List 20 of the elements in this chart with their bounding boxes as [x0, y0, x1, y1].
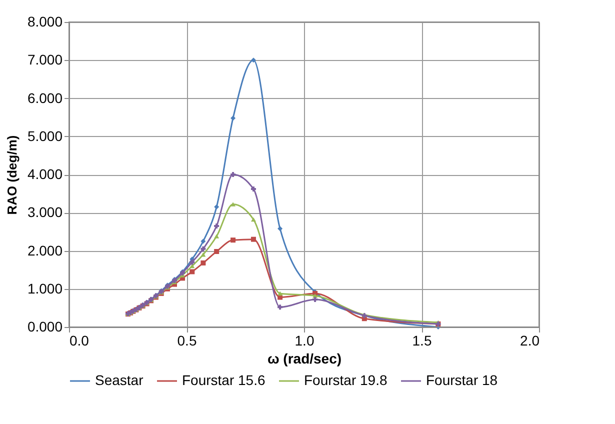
legend-label: Seastar [95, 372, 144, 388]
y-tick-label: 5.000 [27, 128, 63, 144]
x-axis-title: ω (rad/sec) [267, 350, 342, 366]
x-tick-label: 1.0 [294, 332, 314, 348]
legend-label: Fourstar 19.8 [304, 372, 388, 388]
y-tick-label: 0.000 [27, 318, 63, 334]
x-tick-label: 1.5 [412, 332, 432, 348]
y-tick-label: 4.000 [27, 166, 63, 182]
legend-label: Fourstar 15.6 [182, 372, 266, 388]
x-tick-label: 0.5 [177, 332, 197, 348]
x-tick-label: 2.0 [520, 332, 540, 348]
y-tick-label: 6.000 [27, 90, 63, 106]
y-tick-label: 2.000 [27, 242, 63, 258]
x-tick-label: 0.0 [70, 332, 90, 348]
y-axis-title: RAO (deg/m) [4, 135, 20, 215]
y-tick-label: 7.000 [27, 52, 63, 68]
legend-label: Fourstar 18 [426, 372, 498, 388]
y-tick-label: 1.000 [27, 280, 63, 296]
y-tick-label: 3.000 [27, 204, 63, 220]
y-tick-label: 8.000 [27, 14, 63, 30]
